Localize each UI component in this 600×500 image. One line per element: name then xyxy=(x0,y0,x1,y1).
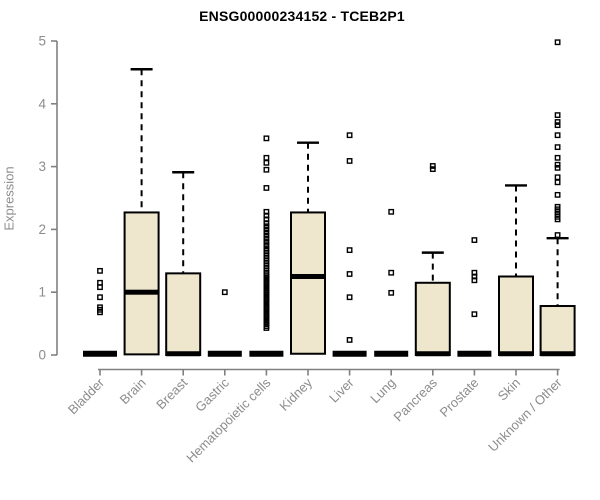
outlier-point xyxy=(263,223,270,230)
outlier-point xyxy=(97,279,103,286)
x-tick-label: Bladder xyxy=(65,375,108,418)
x-tick-label: Liver xyxy=(326,375,357,406)
x-tick-label: Pancreas xyxy=(390,375,440,425)
outlier-point xyxy=(263,226,270,233)
outlier-point xyxy=(97,304,103,311)
outlier-point xyxy=(388,269,395,276)
median-line xyxy=(540,351,575,357)
outlier-point xyxy=(346,132,353,139)
outlier-point xyxy=(554,119,561,125)
outlier-point xyxy=(471,237,478,243)
box-Pancreas xyxy=(414,281,451,356)
outlier-point xyxy=(554,232,561,238)
box-Breast xyxy=(165,272,202,356)
outlier-point xyxy=(263,185,270,191)
box-Kidney xyxy=(290,211,326,355)
outlier-point xyxy=(554,161,561,168)
y-tick-label: 5 xyxy=(38,34,46,49)
y-tick-label: 4 xyxy=(38,96,46,111)
collapsed-box-Lung xyxy=(374,350,409,357)
y-tick-label: 3 xyxy=(38,159,46,174)
outlier-point xyxy=(97,267,103,274)
median-line xyxy=(415,351,450,357)
x-tick-label: Lung xyxy=(367,375,398,406)
outlier-point xyxy=(221,289,228,296)
outlier-point xyxy=(554,164,561,171)
outlier-point xyxy=(554,191,561,198)
x-tick-label: Breast xyxy=(153,375,190,412)
outlier-point xyxy=(471,311,478,318)
outlier-point xyxy=(554,144,561,151)
outlier-point xyxy=(263,135,270,142)
median-line xyxy=(124,289,159,295)
x-tick-label: Unknown / Other xyxy=(485,375,565,455)
outlier-point xyxy=(388,208,395,215)
outlier-point xyxy=(554,203,561,210)
outlier-point xyxy=(429,166,436,173)
x-tick-label: Kidney xyxy=(276,375,315,414)
outlier-point xyxy=(471,269,478,276)
outlier-point xyxy=(263,154,270,161)
outlier-point xyxy=(263,235,270,242)
outlier-point xyxy=(346,158,353,164)
box-Unknown / Other xyxy=(539,305,576,356)
x-tick-label: Prostate xyxy=(437,375,482,420)
box-Skin xyxy=(498,275,534,356)
outlier-point xyxy=(346,294,353,301)
y-tick-label: 0 xyxy=(38,348,46,363)
outlier-point xyxy=(554,174,561,181)
collapsed-box-Prostate xyxy=(457,350,492,357)
outlier-point xyxy=(554,112,561,119)
x-tick-label: Gastric xyxy=(192,375,232,415)
outlier-point xyxy=(554,132,561,139)
median-line xyxy=(291,274,325,279)
y-tick-label: 1 xyxy=(38,285,46,300)
chart-title: ENSG00000234152 - TCEB2P1 xyxy=(199,8,405,24)
outlier-point xyxy=(97,294,103,301)
outlier-point xyxy=(263,229,270,236)
outlier-point xyxy=(554,122,561,129)
outlier-point xyxy=(429,163,436,169)
outlier-point xyxy=(554,179,561,186)
collapsed-box-Hematopoietic cells xyxy=(249,350,284,357)
collapsed-box-Bladder xyxy=(83,350,117,357)
outlier-point xyxy=(263,159,270,166)
y-tick-label: 2 xyxy=(38,222,46,237)
outlier-point xyxy=(388,289,395,296)
outlier-point xyxy=(554,154,561,161)
outlier-point xyxy=(263,232,270,239)
x-tick-label: Skin xyxy=(495,375,523,403)
outlier-point xyxy=(263,242,270,248)
y-axis-title: Expression xyxy=(1,166,17,231)
collapsed-box-Gastric xyxy=(207,350,242,357)
outlier-point xyxy=(346,247,353,254)
median-line xyxy=(499,351,533,357)
outlier-point xyxy=(554,39,561,46)
outlier-point xyxy=(346,271,353,277)
outlier-point xyxy=(263,239,270,245)
median-line xyxy=(166,351,201,357)
collapsed-box-Liver xyxy=(332,350,367,357)
outlier-point xyxy=(263,245,270,252)
box-Brain xyxy=(123,211,160,356)
outlier-point xyxy=(346,337,353,343)
outlier-point xyxy=(263,166,270,173)
x-tick-label: Brain xyxy=(117,375,149,407)
outlier-point xyxy=(263,208,270,215)
